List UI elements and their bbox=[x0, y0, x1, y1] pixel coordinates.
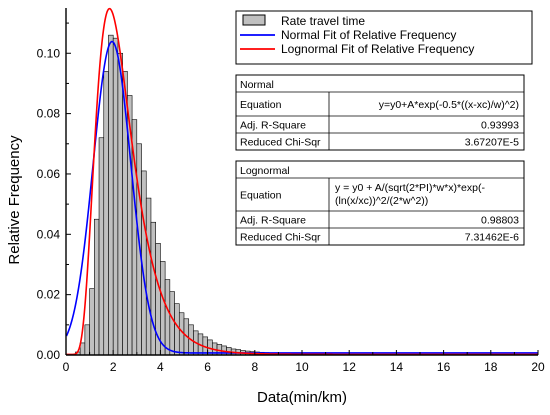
fit-table-value: 0.98803 bbox=[481, 215, 519, 227]
x-tick-label: 0 bbox=[63, 360, 70, 374]
x-tick-label: 20 bbox=[531, 360, 545, 374]
x-tick-label: 18 bbox=[484, 360, 498, 374]
legend-label-normal: Normal Fit of Relative Frequency bbox=[281, 28, 456, 42]
x-tick-label: 14 bbox=[390, 360, 404, 374]
fit-table-label: Reduced Chi-Sqr bbox=[240, 137, 321, 149]
fit-table-label: Adj. R-Square bbox=[240, 215, 306, 227]
histogram-bar bbox=[104, 71, 109, 355]
fit-table-value-cont: (ln(x/xc))^2/(2*w^2)) bbox=[335, 195, 428, 207]
fit-table-value: y = y0 + A/(sqrt(2*PI)*w*x)*exp(- bbox=[335, 182, 485, 194]
x-tick-label: 8 bbox=[251, 360, 258, 374]
x-tick-label: 2 bbox=[110, 360, 117, 374]
fit-table-value: 7.31462E-6 bbox=[465, 232, 519, 244]
histogram-bar bbox=[132, 120, 137, 355]
histogram-bar bbox=[165, 280, 170, 355]
fit-table-label: Equation bbox=[240, 190, 282, 202]
histogram-bar bbox=[90, 289, 95, 355]
y-tick-label: 0.02 bbox=[37, 288, 61, 302]
y-axis-title: Relative Frequency bbox=[6, 135, 23, 265]
x-tick-label: 6 bbox=[204, 360, 211, 374]
y-tick-label: 0.04 bbox=[37, 227, 61, 241]
legend-swatch-histogram bbox=[243, 15, 265, 25]
fit-table-title: Normal bbox=[240, 79, 274, 91]
histogram-bar bbox=[175, 304, 180, 355]
x-tick-label: 16 bbox=[437, 360, 451, 374]
x-tick-label: 12 bbox=[343, 360, 357, 374]
histogram-bar bbox=[108, 35, 113, 355]
histogram-bar bbox=[170, 292, 175, 355]
y-tick-label: 0.06 bbox=[37, 167, 61, 181]
fit-table-value: y=y0+A*exp(-0.5*((x-xc)/w)^2) bbox=[379, 99, 519, 111]
fit-table-label: Equation bbox=[240, 99, 282, 111]
histogram-bar bbox=[146, 198, 151, 355]
y-tick-label: 0.00 bbox=[37, 348, 61, 362]
x-axis-title: Data(min/km) bbox=[257, 389, 347, 406]
fit-table-value: 0.93993 bbox=[481, 120, 519, 132]
histogram-bar bbox=[113, 38, 118, 355]
fit-tables: Normal Equation y=y0+A*exp(-0.5*((x-xc)/w)… bbox=[236, 75, 524, 245]
legend-label-histogram: Rate travel time bbox=[281, 14, 365, 28]
fit-table-value: 3.67207E-5 bbox=[465, 137, 519, 149]
fit-table-title: Lognormal bbox=[240, 165, 290, 177]
histogram-bar bbox=[85, 325, 90, 355]
histogram-bar bbox=[151, 222, 156, 355]
fit-table-label: Reduced Chi-Sqr bbox=[240, 232, 321, 244]
fit-table-label: Adj. R-Square bbox=[240, 120, 306, 132]
y-tick-label: 0.10 bbox=[37, 46, 61, 60]
y-tick-label: 0.08 bbox=[37, 107, 61, 121]
legend-label-lognormal: Lognormal Fit of Relative Frequency bbox=[281, 42, 474, 56]
histogram-bar bbox=[118, 53, 123, 355]
x-tick-label: 4 bbox=[157, 360, 164, 374]
histogram-bar bbox=[99, 138, 104, 355]
x-tick-label: 10 bbox=[295, 360, 309, 374]
histogram-bar bbox=[94, 219, 99, 355]
